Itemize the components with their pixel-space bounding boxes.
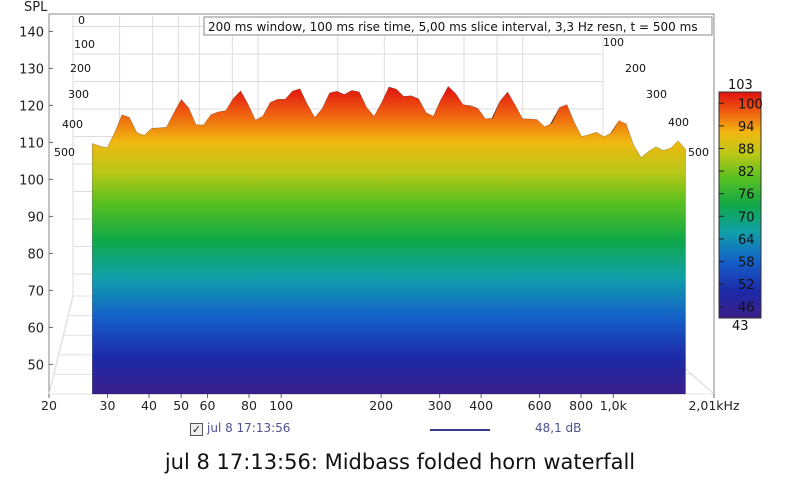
legend-value: 48,1 dB bbox=[535, 421, 582, 435]
depth-tick-label: 300 bbox=[68, 88, 89, 101]
y-tick-label: 50 bbox=[27, 358, 44, 373]
depth-tick-label: 500 bbox=[688, 146, 709, 159]
depth-tick-label: 100 bbox=[603, 36, 624, 49]
depth-tick-label: 100 bbox=[74, 38, 95, 51]
y-axis-label: SPL bbox=[24, 0, 48, 15]
colorbar-tick-label: 94 bbox=[738, 120, 755, 135]
x-tick-label: 2,01kHz bbox=[688, 398, 739, 413]
y-tick-label: 110 bbox=[19, 136, 44, 151]
x-tick-label: 100 bbox=[269, 398, 293, 413]
x-tick-label: 30 bbox=[100, 398, 116, 413]
colorbar-gradient bbox=[718, 91, 762, 319]
colorbar-tick-label: 100 bbox=[738, 97, 763, 112]
x-tick-label: 300 bbox=[428, 398, 452, 413]
axes: 140 130 120 110 100 90 80 70 60 50 20 30 40 50 60 80 100… bbox=[19, 14, 740, 413]
waterfall-chart: 140 130 120 110 100 90 80 70 60 50 20 30 40 50 60 80 100… bbox=[19, 0, 763, 413]
colorbar: 103 43 100 94 88 82 76 70 64 58 52 46 bbox=[718, 78, 763, 334]
depth-tick-label: 300 bbox=[646, 88, 667, 101]
colorbar-tick-label: 70 bbox=[738, 210, 755, 225]
x-tick-label: 600 bbox=[528, 398, 552, 413]
y-tick-label: 90 bbox=[27, 210, 44, 225]
x-tick-label: 60 bbox=[200, 398, 216, 413]
x-tick-label: 200 bbox=[369, 398, 393, 413]
y-tick-label: 60 bbox=[27, 321, 44, 336]
depth-tick-label: 500 bbox=[54, 146, 75, 159]
colorbar-tick-label: 52 bbox=[738, 278, 755, 293]
legend-checkbox[interactable]: ✓ bbox=[190, 423, 203, 436]
legend-line-swatch bbox=[430, 429, 490, 431]
y-tick-label: 120 bbox=[19, 99, 44, 114]
colorbar-tick-label: 58 bbox=[738, 256, 755, 271]
depth-tick-label: 400 bbox=[668, 116, 689, 129]
y-tick-label: 100 bbox=[19, 173, 44, 188]
x-tick-label: 800 bbox=[569, 398, 593, 413]
colorbar-tick-label: 64 bbox=[738, 233, 755, 248]
depth-tick-label: 200 bbox=[625, 62, 646, 75]
legend-name: jul 8 17:13:56 bbox=[207, 421, 291, 435]
depth-tick-label: 400 bbox=[62, 118, 83, 131]
depth-tick-label: 200 bbox=[70, 62, 91, 75]
y-tick-label: 140 bbox=[19, 25, 44, 40]
waterfall-surface bbox=[92, 86, 686, 395]
x-tick-label: 400 bbox=[469, 398, 493, 413]
x-tick-label: 20 bbox=[41, 398, 57, 413]
waterfall-slice bbox=[92, 86, 686, 395]
y-tick-label: 80 bbox=[27, 247, 44, 262]
y-tick-label: 70 bbox=[27, 284, 44, 299]
info-text: 200 ms window, 100 ms rise time, 5,00 ms… bbox=[208, 20, 698, 34]
x-tick-label: 50 bbox=[173, 398, 189, 413]
x-tick-label: 40 bbox=[141, 398, 157, 413]
colorbar-tick-label: 46 bbox=[738, 301, 755, 316]
y-tick-label: 130 bbox=[19, 62, 44, 77]
x-tick-label: 80 bbox=[241, 398, 257, 413]
colorbar-max-label: 103 bbox=[728, 78, 753, 93]
x-tick-label: 1,0k bbox=[600, 398, 628, 413]
colorbar-tick-label: 76 bbox=[738, 188, 755, 203]
colorbar-tick-label: 82 bbox=[738, 165, 755, 180]
depth-tick-label: 0 bbox=[78, 14, 85, 27]
legend: ✓ jul 8 17:13:56 48,1 dB bbox=[190, 421, 610, 439]
colorbar-tick-label: 88 bbox=[738, 143, 755, 158]
info-box bbox=[203, 16, 713, 36]
colorbar-min-label: 43 bbox=[732, 319, 749, 334]
chart-title: jul 8 17:13:56: Midbass folded horn wate… bbox=[164, 450, 636, 474]
